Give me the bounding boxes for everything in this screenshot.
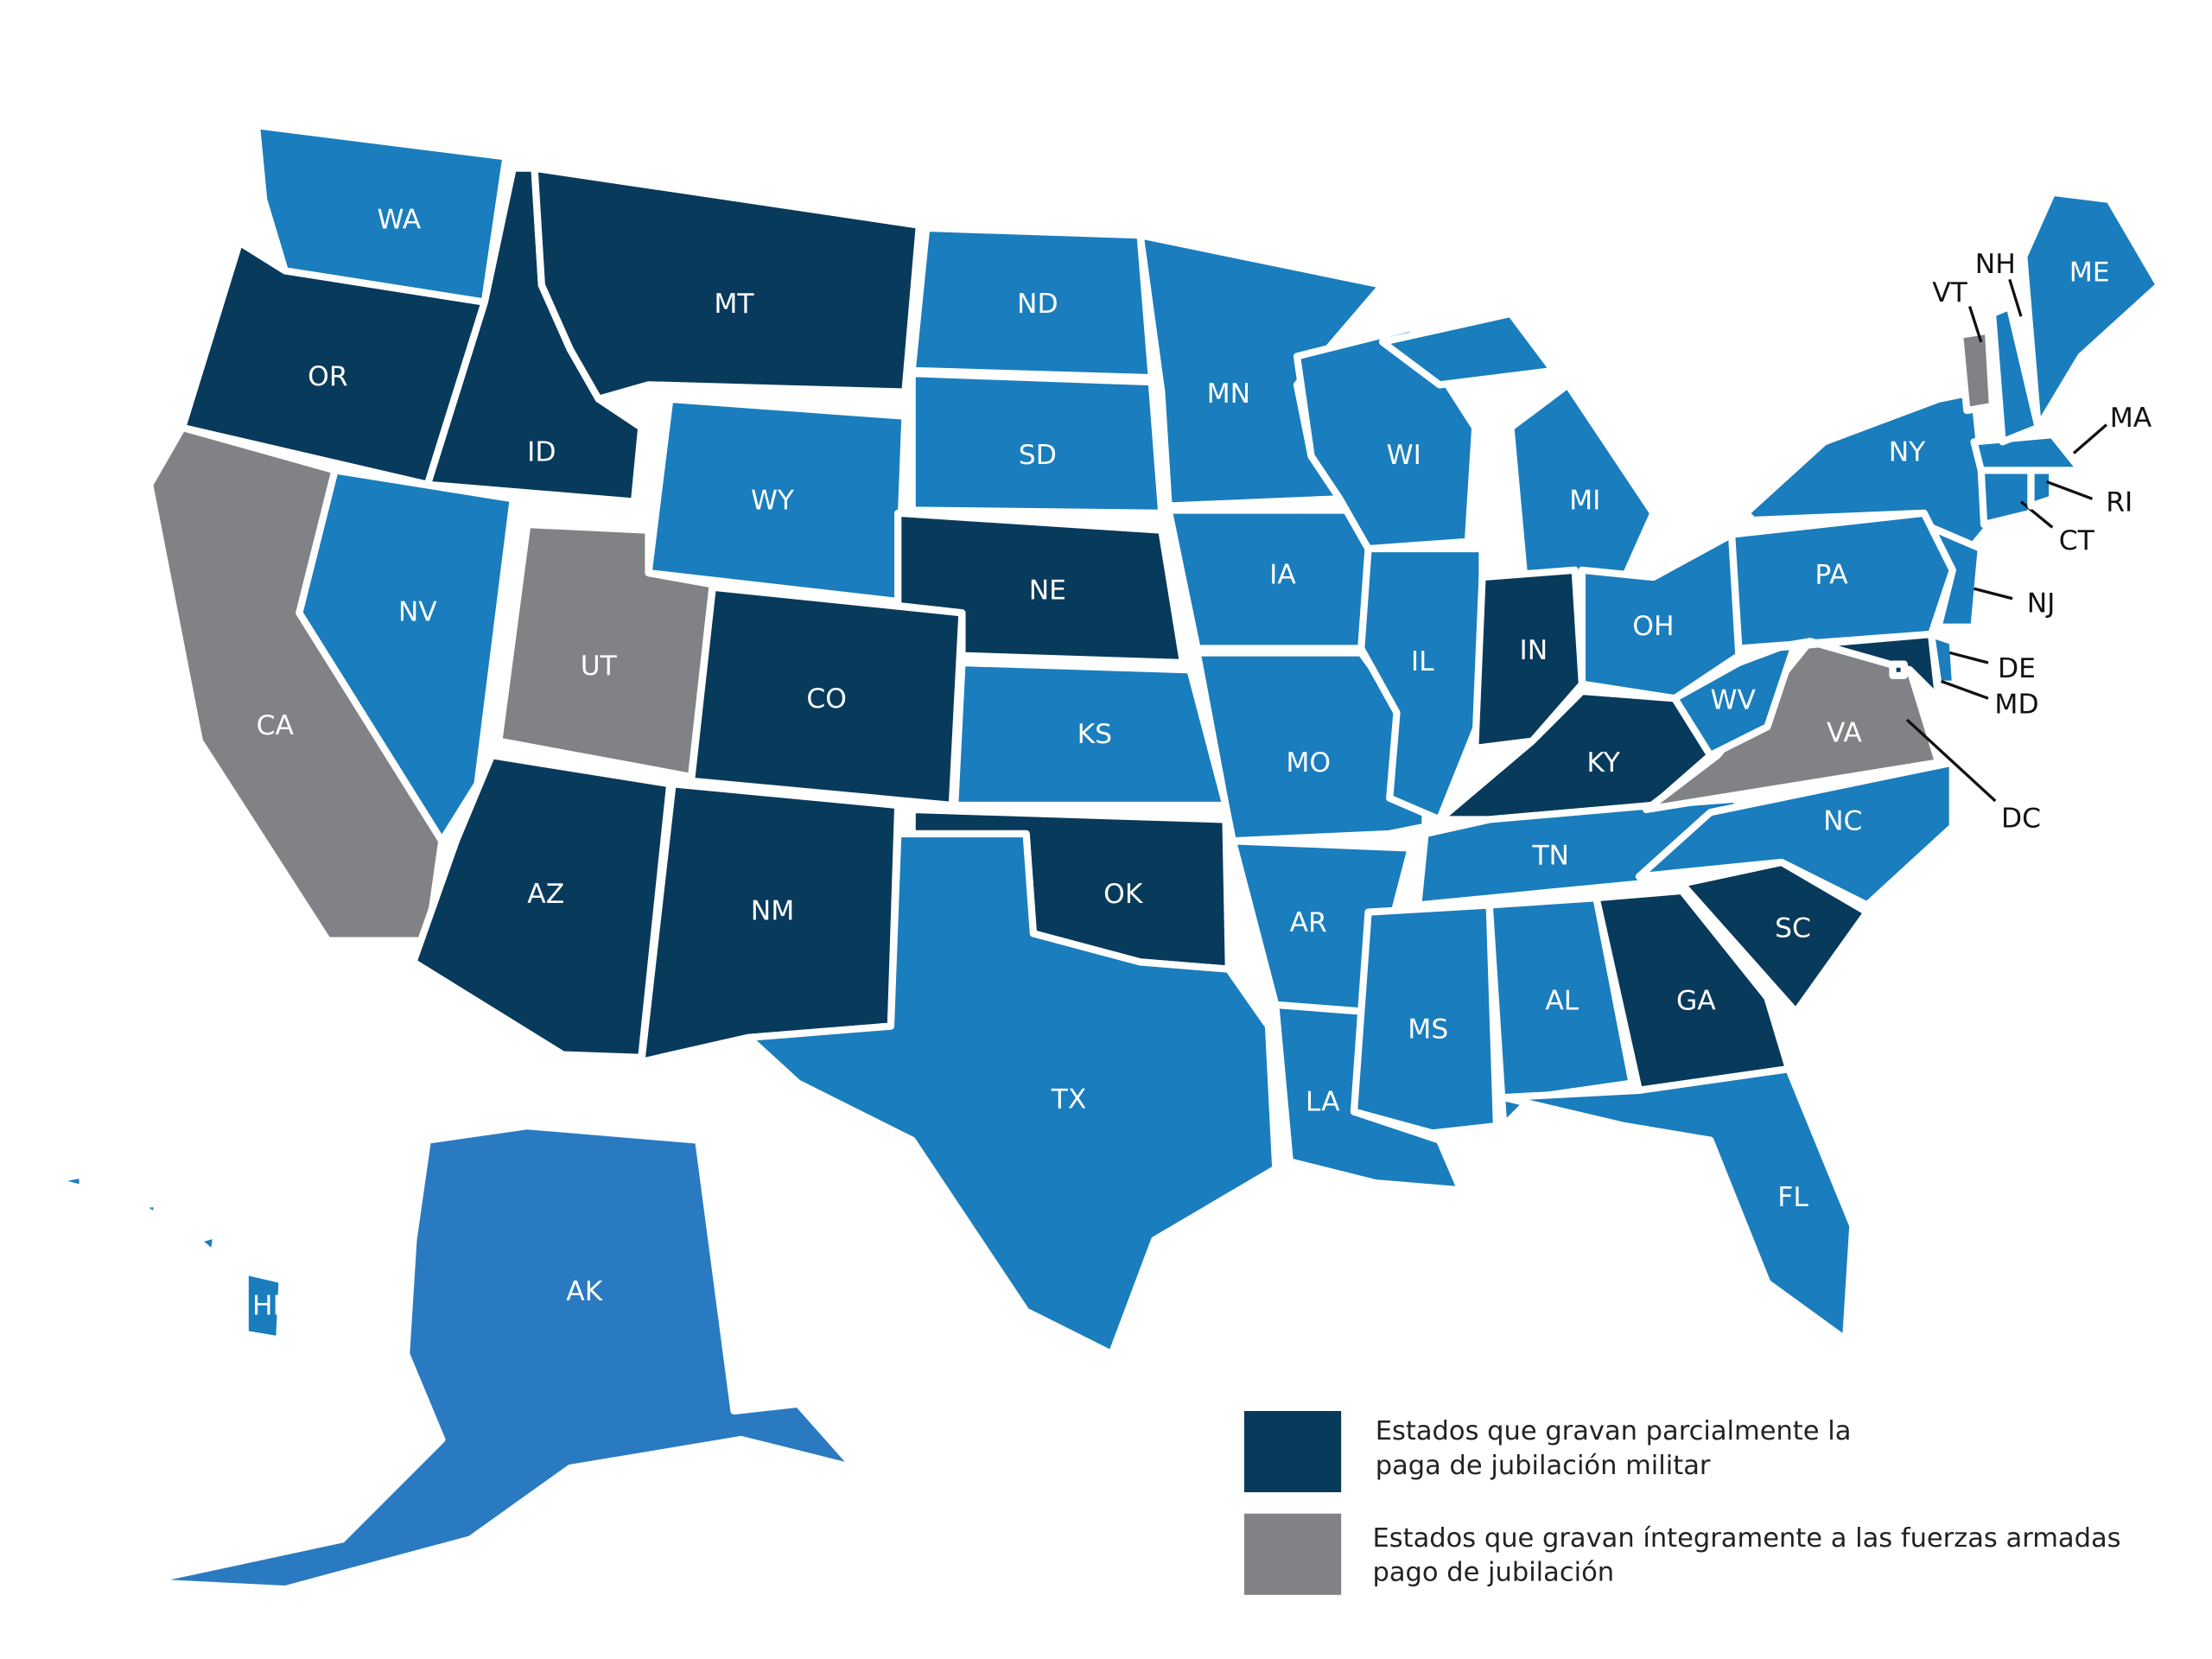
state-label: AK [566,1276,603,1307]
state-label: PA [1815,559,1848,590]
state-shape [1671,638,1800,760]
state-label: NV [398,596,437,627]
state-label: IA [1269,559,1296,590]
state-label: DC [2001,803,2041,834]
state-label: CA [257,710,295,741]
leader-line [1974,587,2013,601]
state-label: LA [1306,1087,1340,1118]
state-shape [1970,430,2085,474]
state-shape [1500,1065,1857,1344]
state-label: RI [2106,486,2133,518]
legend-text: pago de jubilación [1372,1558,1614,1588]
state-label: WA [378,205,422,236]
legend-text: Estados que gravan parcialmente la [1376,1416,1852,1446]
state-label: NH [1975,249,2016,280]
state-shape [531,164,924,403]
legend-swatch [1244,1410,1342,1493]
leader-line [2019,500,2054,529]
legend-swatch [1244,1513,1342,1595]
state-label: AL [1545,986,1579,1017]
leader-line [1941,679,1989,700]
state-label: OH [1632,611,1674,642]
leader-line [2008,278,2023,317]
legend-text: Estados que gravan íntegramente a las fu… [1372,1523,2120,1554]
leader-line [1968,306,1983,343]
leader-line [1949,651,1989,664]
state-label: ND [1017,289,1058,320]
state-label: MO [1286,747,1331,779]
state-shape [1414,794,1750,909]
state-shape [744,830,1280,1358]
state-shape [138,1122,859,1593]
state-shape [1578,531,1743,702]
state-shape [1507,381,1657,588]
state-label: UT [581,651,618,682]
state-shape [2027,467,2056,510]
state-label: WI [1387,440,1421,471]
state-label: CO [806,683,847,715]
state-label: MS [1408,1014,1448,1046]
state-label: SD [1019,440,1057,471]
state-shape [1350,901,1501,1137]
state-label: DE [1998,653,2036,684]
state-label: VT [1932,277,1967,308]
state-shape [1977,467,2035,529]
state-label: NC [1823,806,1862,837]
state-label: NY [1889,437,1926,468]
state-shape [908,370,1166,517]
leader-line [2046,480,2094,500]
state-label: AZ [527,879,564,910]
state-label: MA [2110,403,2152,434]
state-shape [1927,524,1985,631]
state-shape [1889,660,1908,679]
state-label: NM [751,896,794,927]
state-shape [894,509,1187,667]
state-label: NE [1029,575,1066,607]
state-label: AR [1290,907,1327,938]
state-shape [2020,188,2164,431]
state-label: SC [1775,912,1811,944]
state-shape [1678,858,1871,1016]
state-label: WV [1711,685,1757,716]
state-label: TX [1051,1084,1087,1115]
state-shape [908,224,1155,382]
state-label: OK [1103,879,1144,910]
state-label: GA [1676,986,1716,1017]
state-shape [136,1199,161,1221]
state-label: MT [714,289,754,320]
state-shape [48,1171,86,1192]
state-label: HI [252,1291,281,1322]
state-label: VA [1827,717,1862,748]
state-shape [1378,309,1558,389]
state-label: KS [1077,719,1112,750]
state-label: IL [1411,646,1434,677]
state-shape [1764,630,1942,702]
state-shape [1635,759,1956,909]
state-label: TN [1531,840,1569,871]
state-label: WY [751,486,795,517]
state-shape [241,1268,286,1344]
state-label: MD [1994,689,2038,720]
state-shape [296,467,517,845]
state-shape [193,1230,220,1258]
state-label: ME [2069,257,2110,289]
state-label: IN [1520,635,1548,666]
state-label: MN [1207,378,1250,410]
state-shape [1592,887,1793,1094]
state-label: CT [2059,525,2095,556]
leader-line [2072,423,2108,454]
state-label: KY [1586,747,1620,779]
state-label: NJ [2027,588,2056,619]
state-label: FL [1777,1182,1808,1213]
state-shape [1955,327,1997,415]
leader-line [1905,718,1997,803]
state-label: OR [308,361,347,392]
legend-text: paga de jubilación militar [1376,1451,1711,1481]
state-shape [1742,388,1993,574]
state-label: ID [527,437,556,468]
state-label: MI [1569,486,1600,517]
